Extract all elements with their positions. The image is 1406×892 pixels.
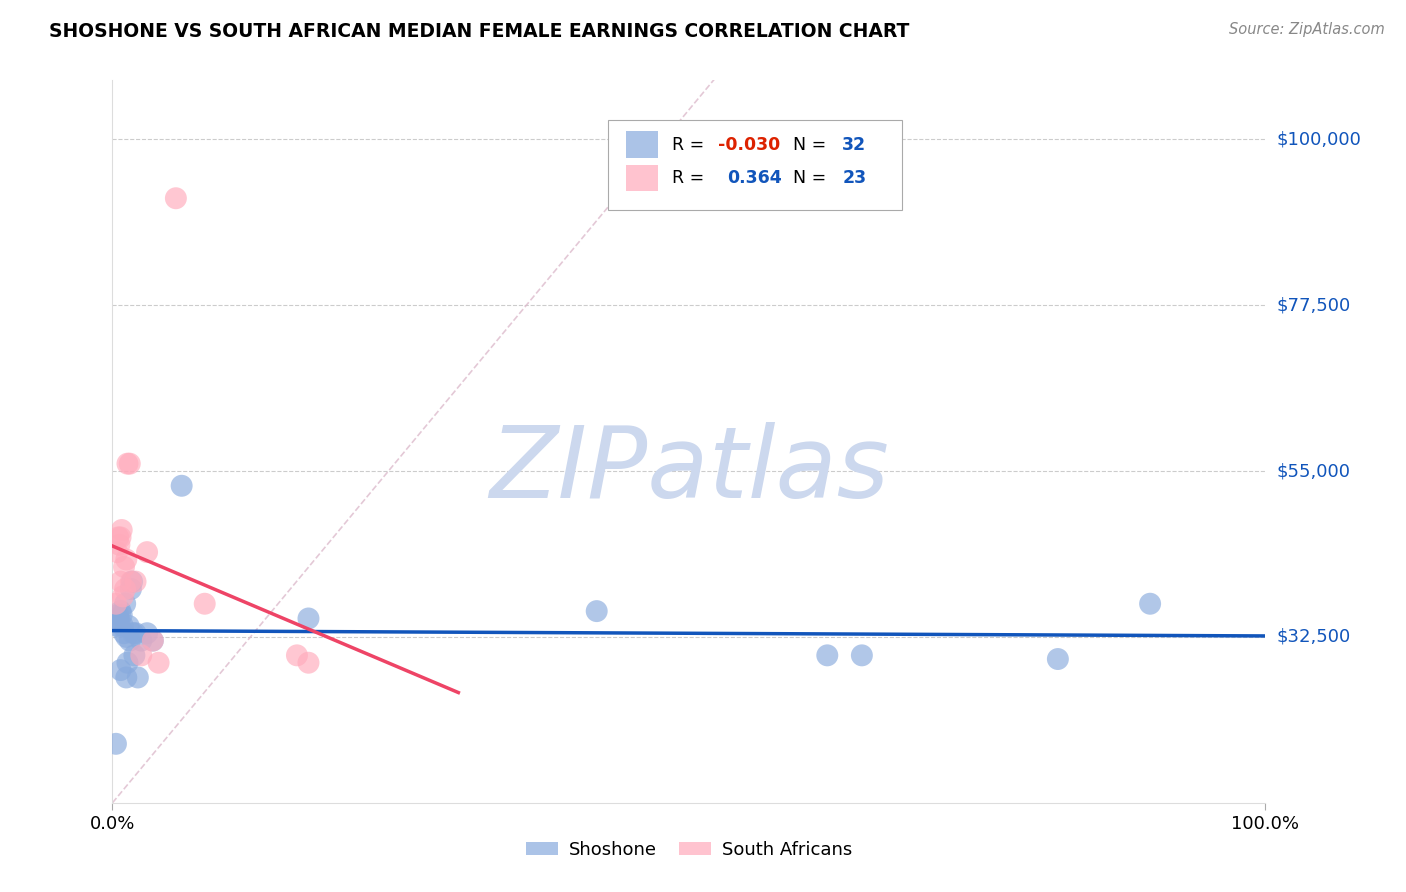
FancyBboxPatch shape	[609, 120, 903, 211]
Point	[118, 457, 141, 471]
Text: N =: N =	[793, 136, 831, 153]
Point	[114, 582, 136, 596]
Point	[110, 574, 132, 589]
Point	[117, 656, 139, 670]
Point	[129, 648, 153, 663]
Point	[297, 656, 319, 670]
Text: 0.364: 0.364	[727, 169, 782, 186]
Point	[120, 574, 142, 589]
FancyBboxPatch shape	[626, 164, 658, 191]
Point	[851, 648, 873, 663]
Point	[1046, 652, 1069, 666]
Point	[110, 604, 132, 618]
Point	[148, 656, 170, 670]
Point	[107, 611, 129, 625]
FancyBboxPatch shape	[626, 131, 658, 158]
Point	[124, 648, 146, 663]
Point	[124, 574, 146, 589]
Point	[105, 619, 128, 633]
Point	[136, 626, 159, 640]
Point	[111, 523, 134, 537]
Point	[110, 663, 132, 677]
Text: $55,000: $55,000	[1277, 462, 1351, 480]
Point	[142, 633, 165, 648]
Text: -0.030: -0.030	[718, 136, 780, 153]
Point	[121, 574, 143, 589]
Point	[122, 626, 145, 640]
Text: SHOSHONE VS SOUTH AFRICAN MEDIAN FEMALE EARNINGS CORRELATION CHART: SHOSHONE VS SOUTH AFRICAN MEDIAN FEMALE …	[49, 22, 910, 41]
Point	[124, 626, 146, 640]
Text: 23: 23	[842, 169, 866, 186]
Point	[110, 530, 132, 544]
Point	[104, 737, 127, 751]
Point	[194, 597, 217, 611]
Point	[297, 611, 319, 625]
Point	[114, 597, 136, 611]
Point	[585, 604, 607, 618]
Point	[111, 607, 134, 622]
Point	[115, 552, 138, 566]
Point	[115, 670, 138, 684]
Point	[1139, 597, 1161, 611]
Point	[117, 457, 139, 471]
Point	[111, 590, 134, 604]
Text: $32,500: $32,500	[1277, 628, 1351, 646]
Point	[118, 633, 141, 648]
Point	[129, 633, 153, 648]
Point	[170, 479, 193, 493]
Text: R =: R =	[672, 169, 714, 186]
Text: ZIPatlas: ZIPatlas	[489, 422, 889, 519]
Text: Source: ZipAtlas.com: Source: ZipAtlas.com	[1229, 22, 1385, 37]
Point	[107, 530, 129, 544]
Point	[120, 582, 142, 596]
Point	[112, 560, 135, 574]
Point	[105, 545, 128, 559]
Point	[104, 597, 127, 611]
Point	[117, 619, 139, 633]
Point	[107, 607, 129, 622]
Point	[108, 615, 131, 630]
Point	[815, 648, 838, 663]
Point	[136, 545, 159, 559]
Point	[112, 626, 135, 640]
Text: R =: R =	[672, 136, 710, 153]
Text: N =: N =	[793, 169, 831, 186]
Point	[165, 191, 187, 205]
Text: 32: 32	[842, 136, 866, 153]
Point	[285, 648, 308, 663]
Point	[142, 633, 165, 648]
Point	[111, 619, 134, 633]
Point	[127, 670, 149, 684]
Point	[108, 538, 131, 552]
Legend: Shoshone, South Africans: Shoshone, South Africans	[519, 834, 859, 866]
Text: $77,500: $77,500	[1277, 296, 1351, 314]
Text: $100,000: $100,000	[1277, 130, 1361, 148]
Point	[115, 630, 138, 644]
